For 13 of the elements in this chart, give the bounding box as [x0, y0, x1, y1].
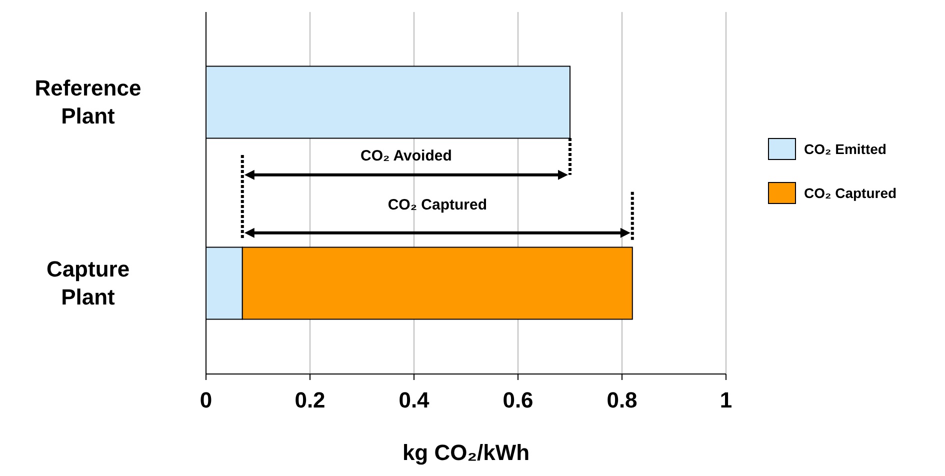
x-tick-label: 0.8 [606, 388, 638, 413]
x-tick-label: 0.6 [502, 388, 534, 413]
annotation: CO₂ Avoided [360, 147, 452, 164]
x-tick-label: 1 [720, 388, 732, 413]
y-tick-label: Reference Plant [34, 76, 142, 128]
x-tick-label: 0 [200, 388, 212, 413]
x-tick-label: 0.2 [294, 388, 326, 413]
y-tick-label: Capture Plant [46, 256, 130, 310]
x-axis-title: kg CO₂/kWh [402, 440, 530, 465]
legend-label: CO₂ Emitted [804, 141, 886, 157]
legend-label: CO₂ Captured [804, 185, 897, 201]
annotation: CO₂ Captured [388, 196, 487, 214]
x-tick-label: 0.4 [398, 388, 430, 413]
